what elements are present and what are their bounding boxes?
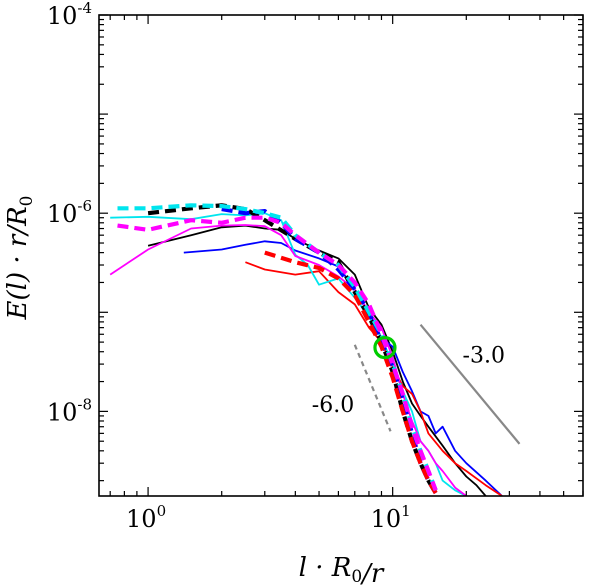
- tick-labels: 100 101 10-8 10-6 10-4: [47, 0, 411, 533]
- y-tick-label: 10-4: [47, 0, 92, 30]
- reference-lines: -3.0 -6.0: [312, 323, 521, 445]
- slope-reference-line-1: [419, 323, 521, 445]
- slope-label-1: -3.0: [463, 344, 505, 369]
- x-tick-label: 100: [126, 502, 166, 533]
- plot-frame: [98, 14, 584, 497]
- axis-labels: l · R0/r E(l) · r/R0: [3, 196, 385, 587]
- highlight-circle-marker: [373, 336, 397, 360]
- slope-label-2: -6.0: [312, 393, 354, 418]
- y-tick-label: 10-6: [47, 197, 92, 228]
- axis-ticks: [99, 14, 584, 496]
- series-layer: [109, 203, 503, 496]
- x-tick-label: 101: [371, 502, 411, 533]
- y-tick-label: 10-8: [47, 395, 92, 426]
- series-line-9: [117, 203, 438, 492]
- slope-reference-line-2: [353, 344, 392, 432]
- series-line-1: [147, 224, 487, 496]
- marker-layer: [373, 336, 397, 360]
- y-axis-label: E(l) · r/R0: [3, 196, 37, 321]
- x-axis-label: l · R0/r: [299, 553, 385, 587]
- series-line-8: [264, 250, 438, 495]
- series-line-10: [117, 215, 438, 492]
